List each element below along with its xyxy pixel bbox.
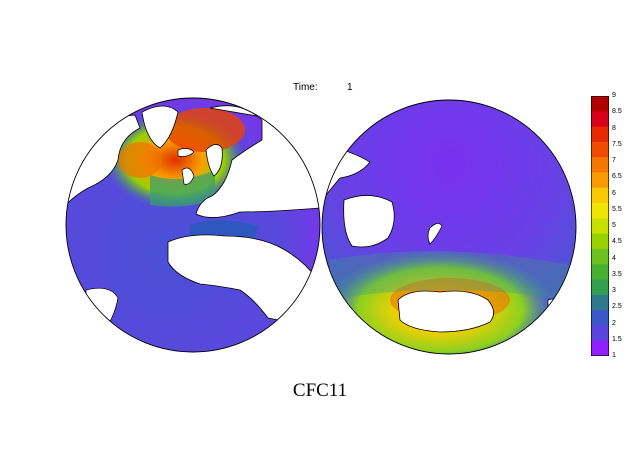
colorbar-swatch [591,96,609,112]
colorbar-swatch [591,294,609,311]
colorbar-tick-label: 2 [612,319,616,327]
colorbar-swatch [591,218,609,235]
colorbar-swatch [591,111,609,128]
colorbar [591,96,609,356]
colorbar-swatch [591,310,609,326]
colorbar-tick-label: 8 [612,124,616,132]
colorbar-tick-label: 7 [612,157,616,164]
colorbar-tick-label: 6.5 [612,173,622,181]
colorbar-tick-label: 9 [612,92,616,99]
pacific-hemisphere [322,100,576,354]
colorbar-tick-label: 3.5 [612,270,622,278]
colorbar-tick-label: 6 [612,189,616,197]
time-label: Time: [293,82,318,93]
colorbar-tick-label: 4.5 [612,238,622,246]
colorbar-tick-label: 4 [612,254,616,262]
colorbar-tick-label: 7.5 [612,140,622,148]
colorbar-swatch [591,233,609,250]
colorbar-swatch [591,340,609,356]
colorbar-tick-label: 1.5 [612,335,622,343]
colorbar-swatch [591,172,609,189]
colorbar-tick-label: 2.5 [612,303,622,311]
colorbar-swatch [591,325,609,342]
colorbar-swatch [591,279,609,296]
colorbar-swatch [591,203,609,219]
colorbar-swatch [591,157,609,173]
colorbar-tick-label: 5 [612,222,616,229]
colorbar-tick-label: 1 [612,352,616,359]
time-value: 1 [347,82,353,93]
colorbar-frame [591,96,609,356]
colorbar-tick-label: 8.5 [612,108,622,116]
colorbar-swatch [591,264,609,281]
atlantic-hemisphere [66,98,320,352]
colorbar-tick-label: 3 [612,287,616,294]
map-caption: CFC11 [292,380,348,401]
colorbar-swatch [591,141,609,158]
colorbar-tick-label: 5.5 [612,205,622,213]
colorbar-swatch [591,187,609,204]
colorbar-swatch [591,248,609,265]
colorbar-swatch [591,126,609,143]
time-readout: Time: 1 [293,82,353,93]
